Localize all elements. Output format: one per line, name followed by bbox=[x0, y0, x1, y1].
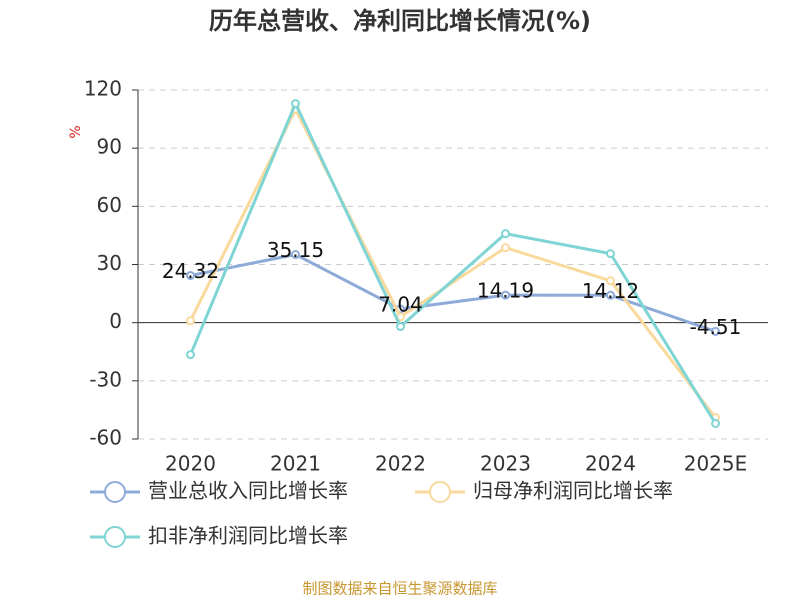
point bbox=[186, 316, 195, 326]
x-tick-label: 2025E bbox=[684, 452, 748, 476]
point bbox=[501, 243, 510, 253]
y-tick-label: 0 bbox=[109, 309, 122, 333]
data-label: -4.51 bbox=[690, 315, 742, 339]
legend-label: 归母净利润同比增长率 bbox=[473, 479, 673, 503]
data-label: 7.04 bbox=[378, 293, 423, 317]
point bbox=[711, 418, 720, 428]
data-label: 35.15 bbox=[267, 238, 324, 262]
y-tick-label: 60 bbox=[97, 193, 122, 217]
legend-label: 扣非净利润同比增长率 bbox=[148, 524, 348, 548]
point bbox=[606, 290, 615, 300]
point bbox=[501, 229, 510, 239]
y-tick-label: 30 bbox=[97, 251, 122, 275]
data-label: 24.32 bbox=[162, 259, 219, 283]
y-axis-label: % bbox=[68, 125, 84, 138]
point bbox=[606, 249, 615, 259]
point bbox=[291, 250, 300, 260]
x-tick-label: 2022 bbox=[375, 452, 426, 476]
legend-marker bbox=[429, 481, 451, 503]
point bbox=[606, 276, 615, 286]
series-line bbox=[189, 99, 717, 425]
data-label: 14.19 bbox=[477, 279, 534, 303]
point bbox=[291, 99, 300, 109]
x-tick-label: 2021 bbox=[270, 452, 321, 476]
point bbox=[396, 322, 405, 332]
point bbox=[186, 350, 195, 360]
series-line bbox=[189, 106, 717, 419]
legend-marker bbox=[104, 481, 126, 503]
x-tick-label: 2024 bbox=[585, 452, 636, 476]
data-label: 14.12 bbox=[582, 279, 639, 303]
x-tick-label: 2023 bbox=[480, 452, 531, 476]
point bbox=[501, 290, 510, 300]
y-tick-label: 120 bbox=[84, 77, 122, 101]
source-note: 制图数据来自恒生聚源数据库 bbox=[302, 580, 497, 598]
point bbox=[186, 271, 195, 281]
legend-marker bbox=[104, 526, 126, 548]
point bbox=[711, 326, 720, 336]
y-tick-label: -30 bbox=[89, 367, 122, 391]
y-tick-label: -60 bbox=[89, 426, 122, 450]
x-tick-label: 2020 bbox=[165, 452, 216, 476]
chart-title: 历年总营收、净利同比增长情况(%) bbox=[209, 7, 591, 35]
legend-label: 营业总收入同比增长率 bbox=[148, 479, 348, 503]
y-tick-label: 90 bbox=[97, 135, 122, 159]
